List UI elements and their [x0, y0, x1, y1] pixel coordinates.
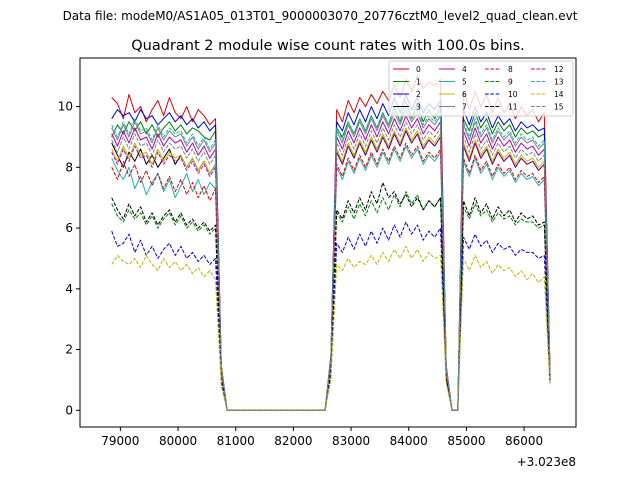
x-tick-label: 82000: [274, 434, 312, 448]
legend-label-8: 8: [508, 65, 513, 74]
y-tick-label: 8: [65, 160, 73, 174]
legend-label-6: 6: [462, 90, 467, 99]
figure-suptitle: Data file: modeM0/AS1A05_013T01_90000030…: [63, 9, 578, 23]
axes-frame: [79, 57, 577, 428]
legend-frame: [388, 60, 574, 117]
plot-area: 79000 80000 81000 82000 83000 84000 85000 86000…: [58, 57, 577, 448]
series-layer: [111, 75, 551, 411]
y-axis-ticks: 0 2 4 6 8 10: [58, 100, 80, 417]
legend-label-2: 2: [416, 90, 421, 99]
legend-label-9: 9: [508, 78, 513, 87]
legend-label-15: 15: [554, 103, 564, 112]
legend-label-10: 10: [508, 90, 518, 99]
chart-title: Quadrant 2 module wise count rates with …: [131, 38, 525, 54]
x-tick-label: 81000: [217, 434, 255, 448]
legend-label-11: 11: [508, 103, 518, 112]
y-tick-label: 2: [65, 343, 73, 357]
legend-label-12: 12: [554, 65, 564, 74]
x-tick-label: 79000: [101, 434, 139, 448]
x-tick-label: 83000: [332, 434, 370, 448]
x-tick-label: 80000: [159, 434, 197, 448]
legend-label-13: 13: [554, 78, 564, 87]
y-tick-label: 4: [65, 282, 73, 296]
y-tick-label: 6: [65, 221, 73, 235]
x-tick-label: 84000: [390, 434, 428, 448]
x-axis-offset-label: +3.023e8: [517, 455, 576, 469]
legend-label-3: 3: [416, 103, 421, 112]
y-tick-label: 10: [58, 100, 73, 114]
legend-label-0: 0: [416, 65, 421, 74]
x-tick-label: 86000: [505, 434, 543, 448]
legend-label-5: 5: [462, 78, 467, 87]
series-line-15: [111, 121, 551, 411]
legend-label-7: 7: [462, 103, 467, 112]
x-tick-label: 85000: [447, 434, 485, 448]
legend-label-14: 14: [554, 90, 564, 99]
x-axis-ticks: 79000 80000 81000 82000 83000 84000 85000 86000: [101, 427, 543, 448]
legend-label-1: 1: [416, 78, 421, 87]
legend-label-4: 4: [462, 65, 467, 74]
y-tick-label: 0: [65, 403, 73, 417]
